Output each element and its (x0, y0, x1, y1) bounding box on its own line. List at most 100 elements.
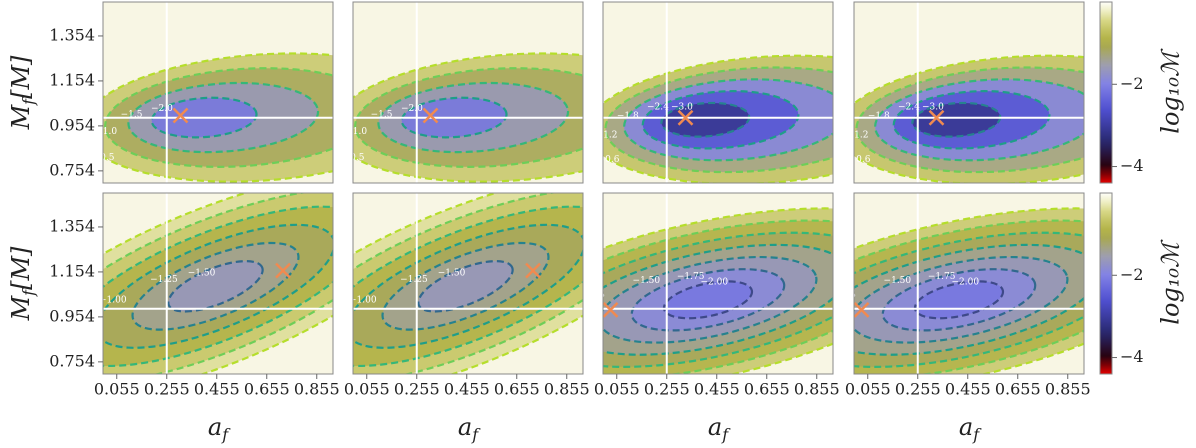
contour-line (603, 243, 833, 356)
colorbar (1099, 1, 1113, 184)
contour-fill (168, 261, 263, 312)
x-tick-label: 0.255 (644, 380, 690, 399)
best-fit-marker (525, 262, 541, 279)
contour-line (353, 193, 583, 374)
y-tick-label: 0.754 (49, 351, 95, 370)
best-fit-marker (928, 109, 945, 126)
contour-line (353, 52, 583, 183)
x-tick-label: 0.855 (794, 380, 840, 399)
colorbar-tick-label: −4 (1120, 347, 1144, 366)
y-tick-label: 0.954 (49, 306, 95, 325)
contour-fill (912, 102, 1001, 137)
panel-frame (853, 1, 1085, 184)
y-axis-label: Mf[M] (7, 246, 38, 321)
contour-label: −1.0 (345, 127, 367, 137)
y-tick-label: 1.154 (49, 261, 95, 280)
contour-label: −1.5 (371, 110, 393, 120)
x-tick-label: 0.055 (845, 380, 891, 399)
panel: −0.50−0.75−1.00−1.25−1.50−1.75−2.00 (828, 193, 1084, 374)
y-tick-label: 0.954 (49, 115, 95, 134)
contour-label: −1.50 (438, 268, 466, 278)
panel-frame (602, 192, 834, 375)
contour-label: −2.4 (647, 102, 669, 112)
contour-label: −1.8 (868, 112, 890, 122)
contour-label: −1.2 (847, 130, 869, 140)
x-axis-label: af (458, 413, 481, 444)
panel: −0.25−0.50−0.75−1.00−1.25−1.50 (353, 193, 583, 374)
contour-label: −0.6 (598, 155, 620, 165)
y-tick-label: 1.354 (49, 25, 95, 44)
y-tick-label: 0.754 (49, 160, 95, 179)
panel-frame (352, 192, 584, 375)
x-tick-label: 0.055 (344, 380, 390, 399)
contour-line (131, 241, 300, 331)
x-tick-label: 0.655 (494, 380, 540, 399)
contour-label: −0.6 (849, 155, 871, 165)
contour-line (353, 223, 583, 349)
contour-line (103, 193, 333, 374)
contour-line (660, 101, 751, 138)
contour-label: −2.4 (898, 102, 920, 112)
contour-label: −0.25 (15, 395, 43, 405)
contour-label: −2.0 (151, 104, 173, 114)
contour-line (854, 243, 1084, 356)
contour-line (603, 207, 833, 374)
contour-label: −2.00 (951, 278, 979, 288)
contour-label: −1.5 (121, 110, 143, 120)
panel: −0.6 −1.2 −1.8 −2.4 −3.0 (596, 2, 833, 183)
panel: −0.50−0.75−1.00−1.25−1.50−1.75−2.00 (577, 193, 833, 374)
best-fit-marker (603, 302, 619, 318)
contour-line (354, 67, 583, 168)
contour-line (103, 52, 333, 183)
contour-line (854, 231, 1084, 368)
contour-line (103, 205, 333, 368)
contour-label: −2.00 (700, 278, 728, 288)
panel: −0.5 −1.0 −1.5 −2.0 (345, 2, 583, 183)
contour-line (911, 101, 1002, 138)
x-tick-label: 0.255 (394, 380, 440, 399)
contour-line (892, 90, 1051, 150)
contour-fill (661, 102, 750, 137)
y-tick-label: 1.154 (49, 70, 95, 89)
contour-line (104, 67, 333, 168)
contour-label: −1.75 (928, 272, 956, 282)
contour-label: −3.0 (922, 103, 944, 113)
contour-label: −1.25 (828, 291, 856, 301)
contour-label: −1.75 (677, 272, 705, 282)
x-tick-label: 0.455 (444, 380, 490, 399)
contour-line (353, 193, 583, 374)
contour-label: −1.25 (577, 291, 605, 301)
x-tick-label: 0.855 (1045, 380, 1091, 399)
x-tick-label: 0.455 (194, 380, 240, 399)
x-tick-label: 0.655 (995, 380, 1041, 399)
colorbar (1099, 192, 1113, 375)
panel-frame (602, 1, 834, 184)
contour-line (167, 260, 264, 313)
y-tick-label: 1.354 (49, 216, 95, 235)
x-tick-label: 0.855 (544, 380, 590, 399)
contour-label: −3.0 (671, 103, 693, 113)
contour-label: −2.0 (401, 104, 423, 114)
contour-line (641, 90, 800, 150)
contour-label: −1.0 (95, 127, 117, 137)
colorbar-label: log₁₀ℳ (1157, 48, 1185, 134)
x-tick-label: 0.255 (895, 380, 941, 399)
contour-line (874, 78, 1084, 162)
contour-line (630, 268, 786, 332)
contour-label: −0.5 (93, 153, 115, 163)
contour-label: −0.50 (16, 364, 44, 374)
contour-label: −1.25 (400, 275, 428, 285)
y-axis-label: Mf[M] (7, 55, 38, 130)
contour-line (603, 231, 833, 368)
panel: −0.25−0.50−0.75−1.00−1.25−1.50 (15, 193, 333, 405)
x-tick-label: 0.655 (244, 380, 290, 399)
x-axis-label: af (959, 413, 982, 444)
panel-frame (853, 192, 1085, 375)
contour-line (103, 193, 333, 374)
x-tick-label: 0.055 (94, 380, 140, 399)
contour-line (854, 207, 1084, 374)
panel: −0.5 −1.0 −1.5 −2.0 (93, 2, 333, 183)
contour-line (881, 268, 1037, 332)
contour-label: −1.2 (596, 130, 618, 140)
panel-frame (102, 192, 334, 375)
